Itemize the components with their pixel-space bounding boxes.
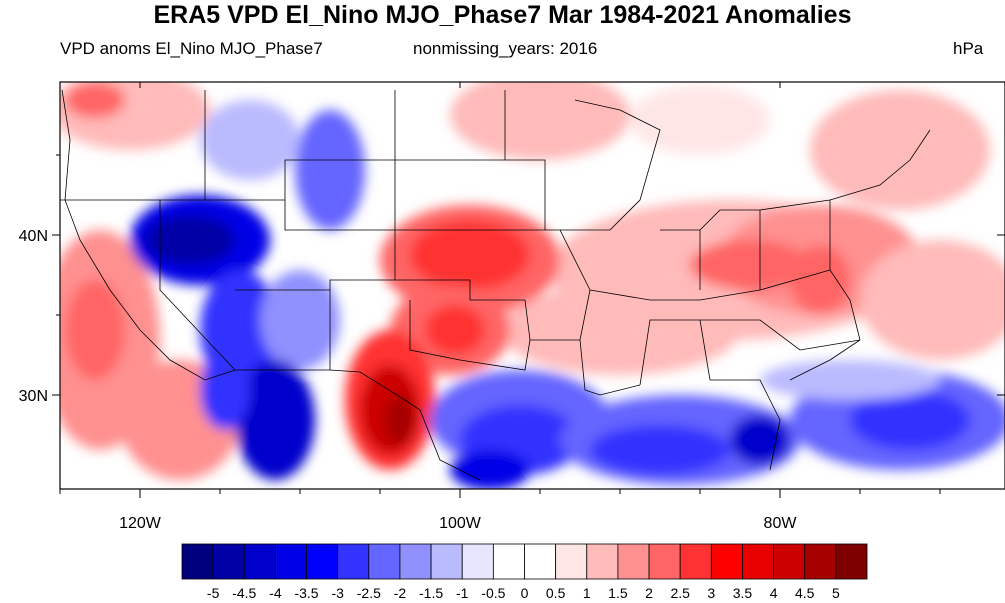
lat-label-30n: 30N xyxy=(19,388,48,405)
colorbar-swatch xyxy=(742,543,774,580)
colorbar-swatch xyxy=(430,543,463,580)
colorbar-label: 4.5 xyxy=(795,585,815,601)
units-label: hPa xyxy=(953,39,984,58)
colorbar-swatch xyxy=(648,543,681,580)
colorbar-label: 4 xyxy=(770,585,778,601)
colorbar-label: -4 xyxy=(269,585,282,601)
colorbar-swatch xyxy=(524,543,557,580)
colorbar-label: -3 xyxy=(331,585,344,601)
colorbar-label: -2.5 xyxy=(357,585,381,601)
colorbar-swatch xyxy=(212,543,245,580)
colorbar-label: -1.5 xyxy=(419,585,443,601)
colorbar-swatch xyxy=(773,543,806,580)
colorbar-swatch xyxy=(679,543,712,580)
colorbar-swatch xyxy=(461,543,494,580)
colorbar-swatch xyxy=(275,543,307,580)
left-subtitle: VPD anoms El_Nino MJO_Phase7 xyxy=(60,39,323,58)
map-title: ERA5 VPD El_Nino MJO_Phase7 Mar 1984-202… xyxy=(153,1,852,29)
colorbar-swatch xyxy=(368,543,401,580)
colorbar-swatch xyxy=(243,543,276,580)
colorbar-label: -0.5 xyxy=(481,585,505,601)
lat-ticks xyxy=(52,154,1005,396)
colorbar-label: 1.5 xyxy=(608,585,628,601)
colorbar-label: -4.5 xyxy=(232,585,256,601)
lon-ticks xyxy=(59,82,941,498)
colorbar-swatch xyxy=(617,543,650,580)
colorbar-label: -5 xyxy=(207,585,220,601)
colorbar-swatch xyxy=(181,543,214,580)
lon-label-80w: 80W xyxy=(764,515,798,532)
colorbar-swatch xyxy=(492,543,525,580)
colorbar-label: 0 xyxy=(521,585,529,601)
colorbar: -5 -4.5 -4 -3.5 -3 -2.5 -2 -1.5 -1 -0.5 0 0.5 1 1.5 2 2… xyxy=(181,543,868,601)
map-frame xyxy=(59,81,1005,490)
lon-label-120w: 120W xyxy=(119,515,162,532)
colorbar-swatch xyxy=(337,543,370,580)
colorbar-label: 2.5 xyxy=(670,585,690,601)
lon-label-100w: 100W xyxy=(439,515,482,532)
colorbar-swatch xyxy=(710,543,743,580)
colorbar-label: -3.5 xyxy=(294,585,318,601)
colorbar-swatch xyxy=(399,543,432,580)
colorbar-label: 1 xyxy=(583,585,591,601)
colorbar-swatch xyxy=(555,543,588,580)
anomaly-field xyxy=(60,82,1005,489)
colorbar-label: -2 xyxy=(394,585,407,601)
colorbar-swatch xyxy=(306,543,339,580)
colorbar-label: 2 xyxy=(645,585,653,601)
colorbar-label: 0.5 xyxy=(546,585,566,601)
colorbar-swatch xyxy=(835,543,868,580)
lat-label-40n: 40N xyxy=(19,228,48,245)
colorbar-swatch xyxy=(586,543,619,580)
colorbar-label: -1 xyxy=(456,585,469,601)
colorbar-label: 5 xyxy=(832,585,840,601)
colorbar-label: 3.5 xyxy=(733,585,753,601)
center-subtitle: nonmissing_years: 2016 xyxy=(413,39,598,58)
colorbar-swatch xyxy=(804,543,837,580)
state-boundaries xyxy=(60,89,931,481)
colorbar-label: 3 xyxy=(707,585,715,601)
